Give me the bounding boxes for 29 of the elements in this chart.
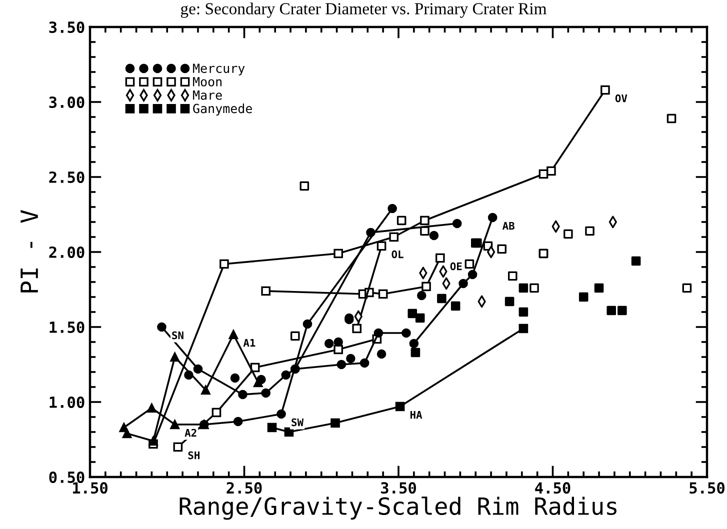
- y-tick-label: 2.00: [49, 246, 84, 258]
- legend-label: Moon: [193, 77, 222, 86]
- legend-label: Mare: [193, 90, 222, 100]
- legend-label: Mercury: [193, 64, 245, 76]
- annotation: A2: [184, 428, 196, 437]
- y-tick-label: 3.00: [49, 96, 84, 108]
- x-tick-label: 2.50: [226, 482, 262, 494]
- annotation: SW: [292, 418, 304, 426]
- annotation: OV: [615, 94, 628, 102]
- annotation: SN: [172, 331, 184, 340]
- annotation: AB: [502, 222, 514, 230]
- x-tick-label: 4.50: [535, 482, 570, 494]
- annotation: OL: [392, 250, 404, 258]
- annotation: HA: [410, 410, 422, 419]
- y-tick-label: 1.00: [50, 396, 84, 408]
- y-tick-label: 1.50: [50, 321, 84, 334]
- x-axis-title: Range/Gravity-Scaled Rim Radius: [180, 496, 616, 520]
- x-tick-label: 1.50: [73, 482, 108, 494]
- chart-title: ge: Secondary Crater Diameter vs. Primary Crater Rim: [180, 2, 547, 18]
- y-tick-label: 0.50: [49, 471, 84, 484]
- legend-label: Ganymede: [193, 104, 252, 116]
- annotation: SH: [188, 451, 200, 460]
- x-tick-label: 3.50: [381, 482, 416, 494]
- y-tick-label: 2.50: [49, 171, 84, 184]
- annotation: A1: [243, 338, 256, 347]
- y-tick-label: 3.50: [49, 21, 84, 34]
- x-tick-label: 5.50: [690, 482, 724, 494]
- y-axis-title: PI - V: [20, 210, 38, 292]
- annotation: OE: [450, 262, 462, 270]
